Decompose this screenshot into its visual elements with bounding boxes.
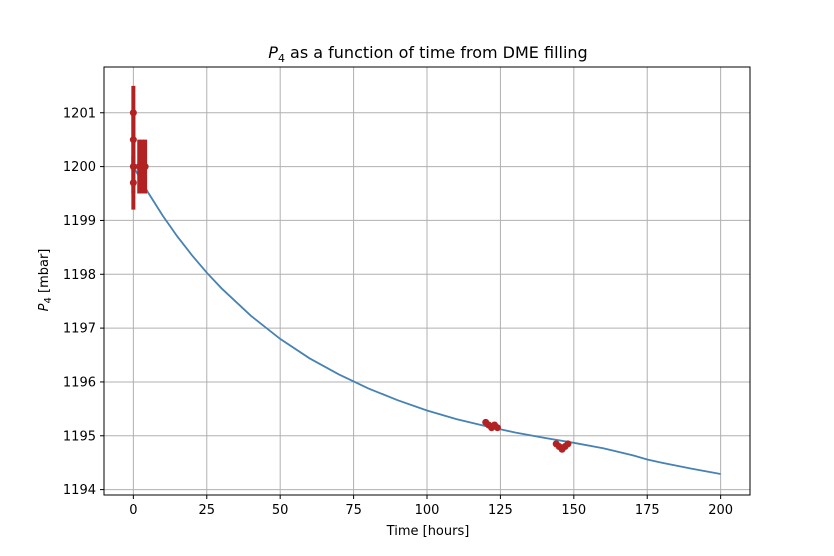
x-tick-label: 200 bbox=[708, 503, 733, 518]
y-tick-label: 1198 bbox=[63, 268, 96, 283]
x-tick-label: 25 bbox=[198, 503, 215, 518]
fit-curve-line bbox=[132, 166, 721, 475]
x-axis-ticks: 0 25 50 75 100 125 150 175 200 bbox=[129, 495, 733, 518]
y-tick-label: 1199 bbox=[63, 214, 96, 229]
y-axis-ticks: 1194 1195 1196 1197 1198 1199 1200 1201 bbox=[63, 106, 104, 498]
measurement-point bbox=[129, 179, 137, 187]
measurement-point bbox=[129, 136, 137, 144]
x-axis-label: Time [hours] bbox=[386, 524, 470, 539]
grid bbox=[104, 67, 750, 495]
x-tick-label: 0 bbox=[129, 503, 137, 518]
y-axis-label: P4 [mbar] bbox=[37, 249, 54, 312]
y-tick-label: 1196 bbox=[63, 375, 96, 390]
x-tick-label: 50 bbox=[272, 503, 289, 518]
x-tick-label: 150 bbox=[561, 503, 586, 518]
measurement-point bbox=[493, 424, 501, 432]
x-tick-label: 125 bbox=[488, 503, 513, 518]
y-tick-label: 1197 bbox=[63, 322, 96, 337]
measurement-point bbox=[564, 440, 572, 448]
x-tick-label: 100 bbox=[415, 503, 440, 518]
y-tick-label: 1195 bbox=[63, 429, 96, 444]
y-tick-label: 1201 bbox=[63, 106, 96, 121]
y-tick-label: 1194 bbox=[63, 483, 96, 498]
x-tick-label: 75 bbox=[345, 503, 362, 518]
x-tick-label: 175 bbox=[635, 503, 660, 518]
chart-title: P4 as a function of time from DME fillin… bbox=[268, 43, 587, 65]
measurement-point bbox=[141, 163, 149, 171]
measurement-layer bbox=[129, 85, 572, 453]
y-tick-label: 1200 bbox=[63, 160, 96, 175]
fit-curve-layer bbox=[132, 166, 721, 475]
